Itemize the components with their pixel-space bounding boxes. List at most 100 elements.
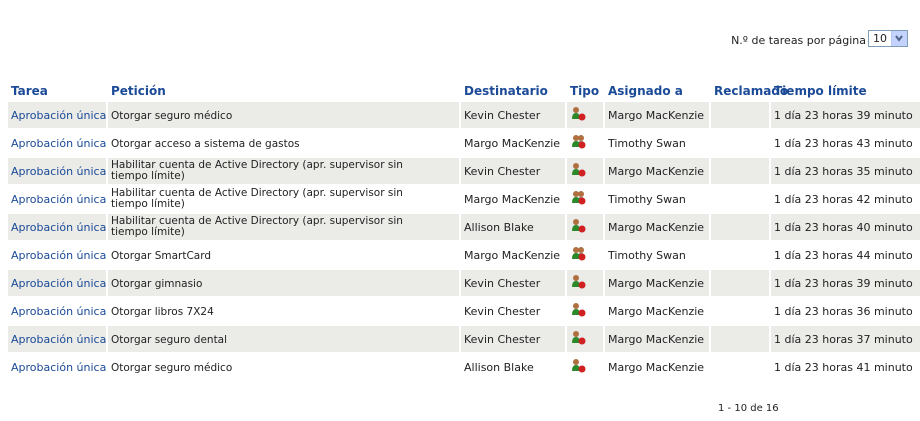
type-icon xyxy=(572,246,586,260)
column-header[interactable]: Reclamado xyxy=(714,84,789,98)
task-row: Aprobación única Otorgar libros 7X24 Kevin… xyxy=(8,298,920,326)
column-header[interactable]: Tarea xyxy=(11,84,48,98)
page-size-label: N.º de tareas por página xyxy=(731,34,866,47)
type xyxy=(567,158,605,186)
request-text: Otorgar acceso a sistema de gastos xyxy=(111,137,300,150)
column-header[interactable]: Tipo xyxy=(570,84,600,98)
request-text: Otorgar seguro médico xyxy=(111,361,233,374)
column-header[interactable]: Asignado a xyxy=(608,84,683,98)
page-size-value: 10 xyxy=(873,32,887,45)
assigned-to: Timothy Swan xyxy=(605,130,711,158)
task-row: Aprobación única Otorgar acceso a sistema… xyxy=(8,130,920,158)
assigned-to: Margo MacKenzie xyxy=(605,298,711,326)
assigned-to: Timothy Swan xyxy=(605,242,711,270)
task-row: Aprobación única Habilitar cuenta de Acti… xyxy=(8,158,920,186)
page-size-select[interactable]: 10 xyxy=(868,30,908,47)
recipient: Kevin Chester xyxy=(461,326,567,354)
type xyxy=(567,354,605,382)
type-icon xyxy=(572,274,586,288)
type-icon xyxy=(572,302,586,316)
task-link[interactable]: Aprobación única xyxy=(8,158,108,186)
task-table: Tarea Petición Destinatario Tipo Asignado a R… xyxy=(8,80,920,382)
type-icon xyxy=(572,162,586,176)
task-link[interactable]: Aprobación única xyxy=(8,242,108,270)
request: Otorgar acceso a sistema de gastos xyxy=(108,130,461,158)
request: Habilitar cuenta de Active Directory (ap… xyxy=(108,158,461,186)
request-text: Otorgar libros 7X24 xyxy=(111,305,214,318)
assigned-to: Margo MacKenzie xyxy=(605,326,711,354)
type xyxy=(567,242,605,270)
arrow-icon xyxy=(895,35,903,42)
type xyxy=(567,298,605,326)
claimed xyxy=(711,102,771,130)
type xyxy=(567,130,605,158)
request-text: Otorgar SmartCard xyxy=(111,249,212,262)
task-row: Aprobación única Otorgar gimnasio Kevin Ch… xyxy=(8,270,920,298)
recipient: Margo MacKenzie xyxy=(461,242,567,270)
claimed xyxy=(711,158,771,186)
request-text: Habilitar cuenta de Active Directory (ap… xyxy=(111,159,403,182)
claimed xyxy=(711,354,771,382)
request: Otorgar seguro dental xyxy=(108,326,461,354)
type-icon xyxy=(572,134,586,148)
request: Otorgar seguro médico xyxy=(108,354,461,382)
claimed xyxy=(711,270,771,298)
assigned-to: Margo MacKenzie xyxy=(605,214,711,242)
assigned-to: Margo MacKenzie xyxy=(605,158,711,186)
type-icon xyxy=(572,218,586,232)
recipient: Kevin Chester xyxy=(461,102,567,130)
task-link[interactable]: Aprobación única xyxy=(8,354,108,382)
claimed xyxy=(711,326,771,354)
column-header[interactable]: Destinatario xyxy=(464,84,548,98)
task-link[interactable]: Aprobación única xyxy=(8,298,108,326)
type xyxy=(567,102,605,130)
header-row: Tarea Petición Destinatario Tipo Asignado a R… xyxy=(8,80,920,102)
time-limit: 1 día 23 horas 39 minuto xyxy=(771,270,920,298)
time-limit: 1 día 23 horas 42 minuto xyxy=(771,186,920,214)
task-row: Aprobación única Habilitar cuenta de Acti… xyxy=(8,186,920,214)
request: Habilitar cuenta de Active Directory (ap… xyxy=(108,186,461,214)
task-link[interactable]: Aprobación única xyxy=(8,270,108,298)
task-link[interactable]: Aprobación única xyxy=(8,186,108,214)
time-limit: 1 día 23 horas 36 minuto xyxy=(771,298,920,326)
task-row: Aprobación única Otorgar seguro médico Kev… xyxy=(8,102,920,130)
request: Otorgar seguro médico xyxy=(108,102,461,130)
task-row: Aprobación única Otorgar SmartCard Margo M… xyxy=(8,242,920,270)
time-limit: 1 día 23 horas 37 minuto xyxy=(771,326,920,354)
recipient: Margo MacKenzie xyxy=(461,130,567,158)
type-icon xyxy=(572,106,586,120)
type xyxy=(567,214,605,242)
time-limit: 1 día 23 horas 35 minuto xyxy=(771,158,920,186)
request-text: Otorgar seguro dental xyxy=(111,333,228,346)
type xyxy=(567,270,605,298)
time-limit: 1 día 23 horas 40 minuto xyxy=(771,214,920,242)
time-limit: 1 día 23 horas 39 minuto xyxy=(771,102,920,130)
column-header[interactable]: Petición xyxy=(111,84,166,98)
task-row: Aprobación única Otorgar seguro médico All… xyxy=(8,354,920,382)
task-link[interactable]: Aprobación única xyxy=(8,326,108,354)
claimed xyxy=(711,130,771,158)
recipient: Kevin Chester xyxy=(461,158,567,186)
time-limit: 1 día 23 horas 41 minuto xyxy=(771,354,920,382)
request: Otorgar libros 7X24 xyxy=(108,298,461,326)
type-icon xyxy=(572,358,586,372)
column-header[interactable]: Tiempo límite xyxy=(774,84,867,98)
assigned-to: Timothy Swan xyxy=(605,186,711,214)
recipient: Allison Blake xyxy=(461,214,567,242)
assigned-to: Margo MacKenzie xyxy=(605,354,711,382)
recipient: Allison Blake xyxy=(461,354,567,382)
time-limit: 1 día 23 horas 43 minuto xyxy=(771,130,920,158)
recipient: Margo MacKenzie xyxy=(461,186,567,214)
type-icon xyxy=(572,190,586,204)
task-row: Aprobación única Otorgar seguro dental Kev… xyxy=(8,326,920,354)
task-link[interactable]: Aprobación única xyxy=(8,214,108,242)
request-text: Otorgar seguro médico xyxy=(111,109,233,122)
task-link[interactable]: Aprobación única xyxy=(8,102,108,130)
request-text: Habilitar cuenta de Active Directory (ap… xyxy=(111,215,403,238)
type xyxy=(567,186,605,214)
claimed xyxy=(711,242,771,270)
claimed xyxy=(711,214,771,242)
time-limit: 1 día 23 horas 44 minuto xyxy=(771,242,920,270)
task-link[interactable]: Aprobación única xyxy=(8,130,108,158)
recipient: Kevin Chester xyxy=(461,298,567,326)
